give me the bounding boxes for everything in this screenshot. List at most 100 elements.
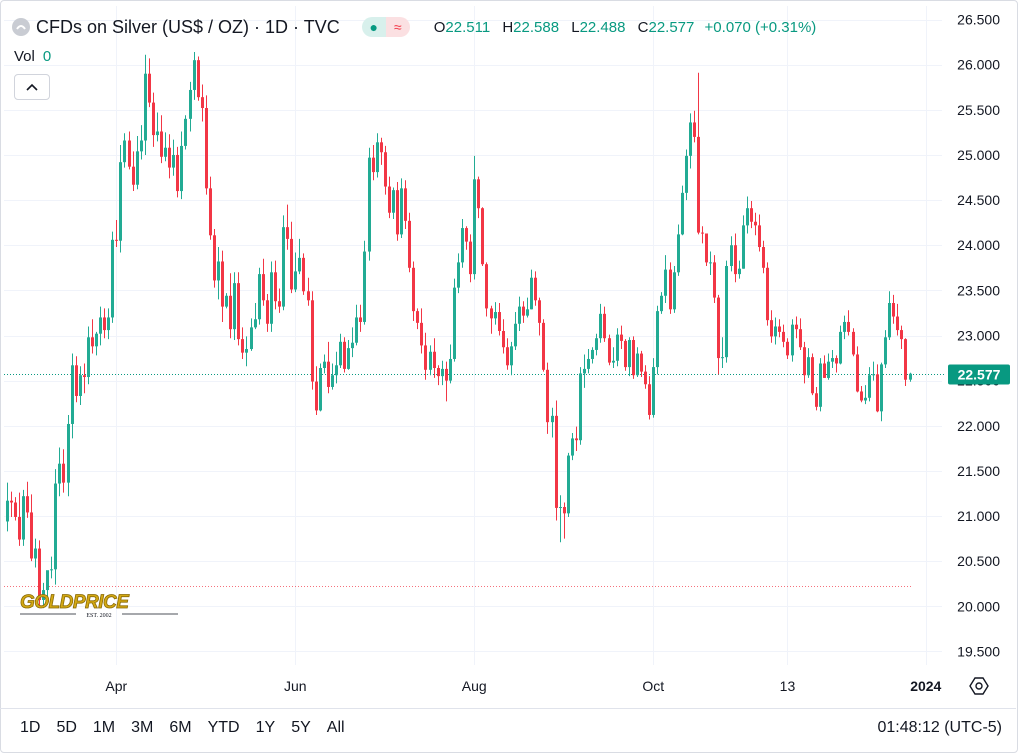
candle[interactable] bbox=[79, 366, 82, 406]
candle[interactable] bbox=[559, 495, 562, 543]
candle[interactable] bbox=[400, 178, 403, 239]
candle[interactable] bbox=[481, 207, 484, 266]
candle[interactable] bbox=[847, 310, 850, 336]
candle[interactable] bbox=[685, 149, 688, 201]
candle[interactable] bbox=[58, 447, 61, 497]
candle[interactable] bbox=[904, 338, 907, 387]
candle[interactable] bbox=[770, 310, 773, 343]
candle[interactable] bbox=[473, 155, 476, 280]
range-button-all[interactable]: All bbox=[326, 719, 345, 736]
settings-icon[interactable] bbox=[968, 676, 990, 696]
candle[interactable] bbox=[404, 180, 407, 229]
candle[interactable] bbox=[180, 131, 183, 200]
candle[interactable] bbox=[620, 325, 623, 350]
collapse-legend-button[interactable] bbox=[14, 74, 50, 100]
candle[interactable] bbox=[884, 330, 887, 368]
candle[interactable] bbox=[351, 327, 354, 358]
candle[interactable] bbox=[83, 363, 86, 394]
candle[interactable] bbox=[510, 341, 513, 376]
candle[interactable] bbox=[123, 133, 126, 168]
candle[interactable] bbox=[254, 303, 257, 330]
candle[interactable] bbox=[286, 204, 289, 250]
candle[interactable] bbox=[843, 315, 846, 340]
candle[interactable] bbox=[412, 261, 415, 322]
candle[interactable] bbox=[648, 376, 651, 420]
candle[interactable] bbox=[896, 303, 899, 336]
candle[interactable] bbox=[307, 277, 310, 306]
range-button-5y[interactable]: 5Y bbox=[291, 719, 311, 736]
candle[interactable] bbox=[856, 346, 859, 393]
candle[interactable] bbox=[221, 250, 224, 322]
range-button-5d[interactable]: 5D bbox=[56, 719, 77, 736]
candle[interactable] bbox=[579, 367, 582, 445]
candle[interactable] bbox=[416, 308, 419, 330]
candle[interactable] bbox=[372, 145, 375, 181]
candle[interactable] bbox=[14, 497, 17, 521]
candle[interactable] bbox=[831, 349, 834, 368]
candle[interactable] bbox=[6, 482, 9, 532]
candle[interactable] bbox=[725, 260, 728, 363]
candle[interactable] bbox=[461, 219, 464, 268]
candle[interactable] bbox=[705, 233, 708, 266]
candle[interactable] bbox=[762, 240, 765, 274]
candle[interactable] bbox=[819, 358, 822, 412]
candle[interactable] bbox=[38, 540, 41, 606]
candle[interactable] bbox=[469, 234, 472, 283]
candle[interactable] bbox=[628, 337, 631, 377]
candle[interactable] bbox=[258, 267, 261, 325]
candle[interactable] bbox=[250, 318, 253, 351]
candle[interactable] bbox=[347, 340, 350, 370]
candle[interactable] bbox=[75, 356, 78, 403]
candle[interactable] bbox=[734, 233, 737, 283]
candle[interactable] bbox=[233, 272, 236, 341]
candle[interactable] bbox=[205, 95, 208, 195]
candle[interactable] bbox=[164, 132, 167, 162]
candle[interactable] bbox=[115, 219, 118, 248]
candle[interactable] bbox=[746, 196, 749, 234]
candle[interactable] bbox=[514, 312, 517, 350]
candles[interactable] bbox=[6, 52, 912, 609]
candle[interactable] bbox=[441, 360, 444, 386]
range-button-3m[interactable]: 3M bbox=[131, 719, 154, 736]
candle[interactable] bbox=[693, 110, 696, 143]
candle[interactable] bbox=[555, 400, 558, 521]
price-axis[interactable]: 19.500 20.000 20.500 21.000 21.500 22.000 22.5… bbox=[957, 12, 1000, 660]
candle[interactable] bbox=[815, 386, 818, 411]
candle[interactable] bbox=[87, 326, 90, 385]
candle[interactable] bbox=[241, 327, 244, 359]
candle[interactable] bbox=[599, 303, 602, 343]
candle[interactable] bbox=[595, 333, 598, 356]
candle[interactable] bbox=[368, 147, 371, 261]
candle[interactable] bbox=[144, 54, 147, 155]
candle[interactable] bbox=[311, 291, 314, 390]
clock[interactable]: 01:48:12 (UTC-5) bbox=[877, 719, 1003, 736]
candle[interactable] bbox=[839, 325, 842, 365]
candle[interactable] bbox=[237, 272, 240, 346]
candle[interactable] bbox=[42, 582, 45, 609]
range-selector[interactable]: 1D 5D 1M 3M 6M YTD 1Y 5Y All bbox=[12, 719, 353, 737]
candle[interactable] bbox=[193, 52, 196, 100]
candle[interactable] bbox=[909, 372, 912, 382]
candle[interactable] bbox=[546, 362, 549, 434]
candle[interactable] bbox=[868, 367, 871, 402]
candle[interactable] bbox=[681, 185, 684, 236]
candle[interactable] bbox=[217, 247, 220, 300]
candle[interactable] bbox=[835, 355, 838, 373]
candle[interactable] bbox=[359, 304, 362, 332]
candle[interactable] bbox=[689, 113, 692, 169]
candle[interactable] bbox=[111, 231, 114, 323]
candle[interactable] bbox=[34, 538, 37, 568]
candle[interactable] bbox=[10, 491, 13, 517]
candle[interactable] bbox=[477, 176, 480, 219]
candle[interactable] bbox=[551, 407, 554, 438]
candle[interactable] bbox=[152, 92, 155, 147]
candle[interactable] bbox=[319, 363, 322, 412]
candle[interactable] bbox=[140, 125, 143, 160]
candle[interactable] bbox=[22, 489, 25, 546]
candle[interactable] bbox=[363, 240, 366, 325]
candle[interactable] bbox=[445, 361, 448, 402]
candle[interactable] bbox=[624, 339, 627, 371]
candle[interactable] bbox=[632, 336, 635, 379]
candle[interactable] bbox=[742, 215, 745, 269]
candle[interactable] bbox=[571, 432, 574, 461]
